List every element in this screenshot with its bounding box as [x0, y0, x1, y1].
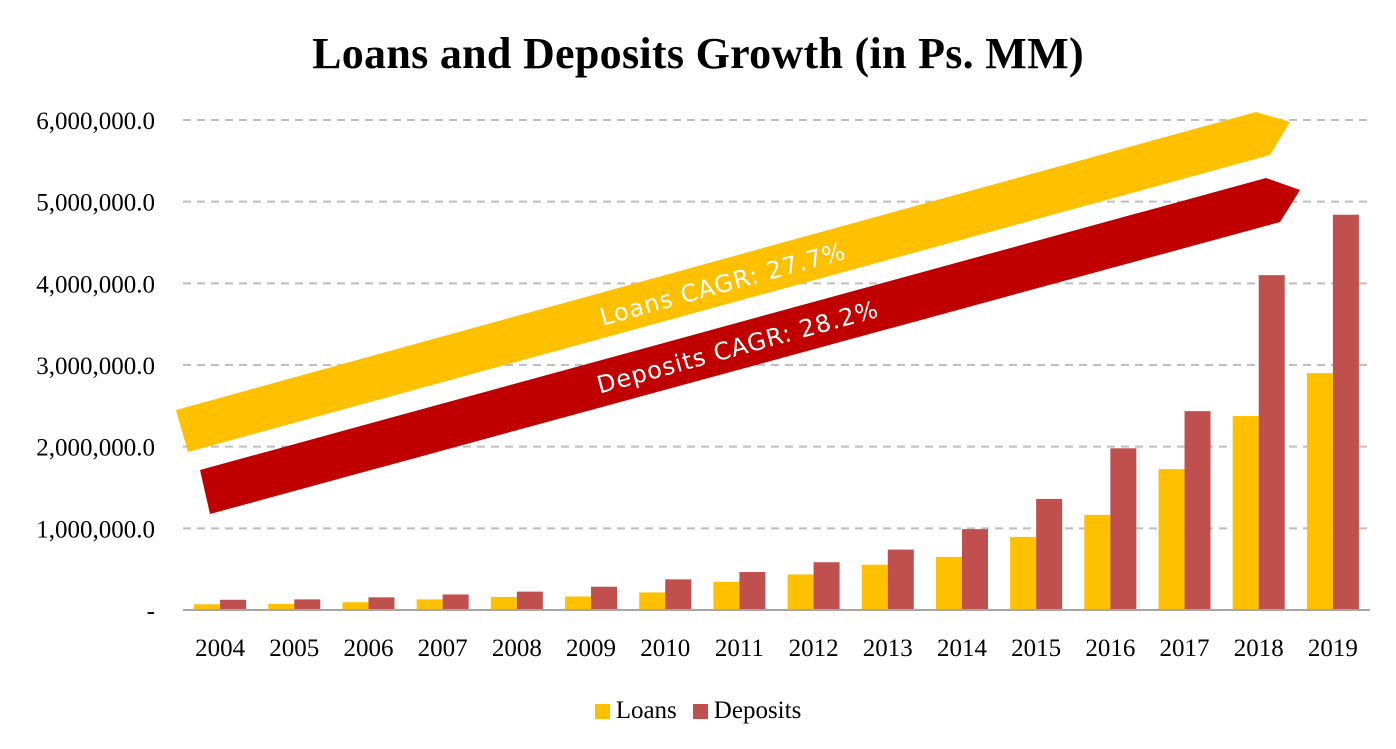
- bar-deposits-2017: [1184, 411, 1211, 610]
- bar-loans-2010: [639, 592, 666, 610]
- legend-swatch-loans: [594, 703, 610, 719]
- y-tick-label-4: 4,000,000.0: [36, 271, 155, 298]
- bar-deposits-2014: [961, 529, 988, 610]
- bar-deposits-2007: [442, 594, 469, 610]
- bar-loans-2015: [1010, 536, 1037, 610]
- bar-loans-2016: [1084, 514, 1111, 610]
- x-tick-label-2016: 2016: [1085, 635, 1135, 662]
- chart-title: Loans and Deposits Growth (in Ps. MM): [312, 29, 1084, 78]
- x-tick-label-2011: 2011: [715, 635, 764, 662]
- x-tick-label-2007: 2007: [418, 635, 468, 662]
- x-tick-label-2012: 2012: [789, 635, 839, 662]
- x-tick-label-2018: 2018: [1234, 635, 1284, 662]
- bar-deposits-2011: [739, 572, 766, 610]
- bar-deposits-2012: [813, 562, 840, 610]
- bar-deposits-2009: [591, 586, 618, 610]
- bar-loans-2007: [416, 599, 443, 610]
- bar-loans-2008: [490, 596, 517, 610]
- y-tick-label-1: 1,000,000.0: [36, 516, 155, 543]
- deposits-cagr-arrow: [200, 178, 1300, 514]
- bar-loans-2013: [861, 564, 888, 610]
- legend-swatch-deposits: [692, 703, 708, 719]
- bar-loans-2011: [713, 581, 740, 610]
- x-tick-label-2019: 2019: [1308, 635, 1358, 662]
- bar-loans-2019: [1306, 373, 1333, 610]
- x-tick-label-2010: 2010: [640, 635, 690, 662]
- bar-deposits-2015: [1036, 498, 1063, 610]
- y-tick-label-3: 3,000,000.0: [36, 353, 155, 380]
- bar-deposits-2006: [368, 597, 395, 610]
- x-tick-label-2014: 2014: [937, 635, 988, 662]
- bar-deposits-2018: [1258, 275, 1285, 610]
- legend-item-loans: Loans: [594, 697, 677, 725]
- bar-loans-2004: [194, 604, 221, 610]
- y-tick-label-6: 6,000,000.0: [36, 108, 155, 135]
- x-tick-label-2015: 2015: [1011, 635, 1061, 662]
- legend-item-deposits: Deposits: [692, 697, 802, 725]
- bar-loans-2012: [787, 574, 814, 610]
- bar-deposits-2019: [1332, 214, 1359, 610]
- y-tick-label-0: -: [147, 598, 155, 625]
- x-tick-label-2009: 2009: [566, 635, 616, 662]
- x-tick-label-2006: 2006: [343, 635, 393, 662]
- bar-deposits-2016: [1110, 448, 1137, 610]
- bar-deposits-2005: [294, 599, 321, 610]
- bar-loans-2018: [1232, 416, 1259, 610]
- x-tick-label-2004: 2004: [195, 635, 246, 662]
- bar-loans-2014: [935, 556, 962, 610]
- bar-loans-2006: [342, 602, 369, 610]
- bar-deposits-2008: [516, 591, 543, 610]
- y-tick-label-2: 2,000,000.0: [36, 435, 155, 462]
- x-tick-label-2008: 2008: [492, 635, 542, 662]
- bar-loans-2009: [565, 596, 592, 610]
- y-tick-label-5: 5,000,000.0: [36, 190, 155, 217]
- legend: Loans Deposits: [0, 697, 1396, 725]
- legend-label-loans: Loans: [615, 697, 677, 724]
- x-tick-label-2005: 2005: [269, 635, 319, 662]
- bar-deposits-2013: [887, 549, 914, 610]
- bar-loans-2005: [268, 603, 295, 610]
- bar-deposits-2010: [665, 579, 692, 610]
- x-tick-label-2017: 2017: [1160, 635, 1210, 662]
- bar-loans-2017: [1158, 469, 1185, 610]
- x-tick-label-2013: 2013: [863, 635, 913, 662]
- bar-deposits-2004: [220, 599, 247, 610]
- legend-label-deposits: Deposits: [713, 697, 802, 724]
- loans-cagr-arrow: [176, 112, 1290, 452]
